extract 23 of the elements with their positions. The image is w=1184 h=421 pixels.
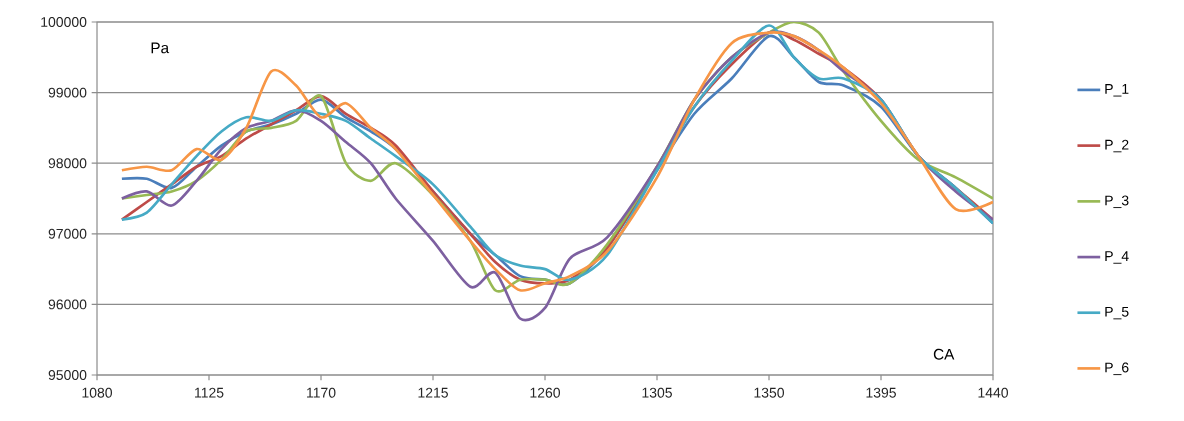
y-tick-label: 100000 bbox=[41, 17, 87, 27]
x-axis-title: CA bbox=[933, 348, 955, 360]
x-tick-label: 1305 bbox=[642, 387, 672, 398]
x-tick-label: 1260 bbox=[530, 387, 561, 398]
y-tick-label: 95000 bbox=[48, 370, 87, 380]
x-tick-label: 1215 bbox=[418, 387, 448, 398]
x-tick-label: 1350 bbox=[754, 387, 785, 398]
y-tick-label: 97000 bbox=[48, 228, 87, 239]
legend-label: P_2 bbox=[1105, 139, 1129, 153]
legend-label: P_1 bbox=[1105, 84, 1129, 97]
y-axis-title: Pa bbox=[151, 42, 170, 54]
x-tick-label: 1440 bbox=[978, 387, 1009, 398]
y-tick-label: 99000 bbox=[48, 87, 87, 98]
x-tick-label: 1125 bbox=[195, 387, 224, 398]
legend-label: P_6 bbox=[1105, 362, 1129, 376]
legend-label: P_3 bbox=[1105, 195, 1129, 209]
x-tick-label: 1170 bbox=[307, 387, 336, 398]
x-tick-label: 1080 bbox=[82, 387, 113, 398]
y-tick-label: 98000 bbox=[48, 158, 87, 169]
legend-label: P_5 bbox=[1105, 306, 1129, 320]
x-tick-label: 1395 bbox=[866, 387, 896, 398]
y-tick-label: 96000 bbox=[48, 299, 87, 310]
legend-label: P_4 bbox=[1105, 251, 1129, 264]
